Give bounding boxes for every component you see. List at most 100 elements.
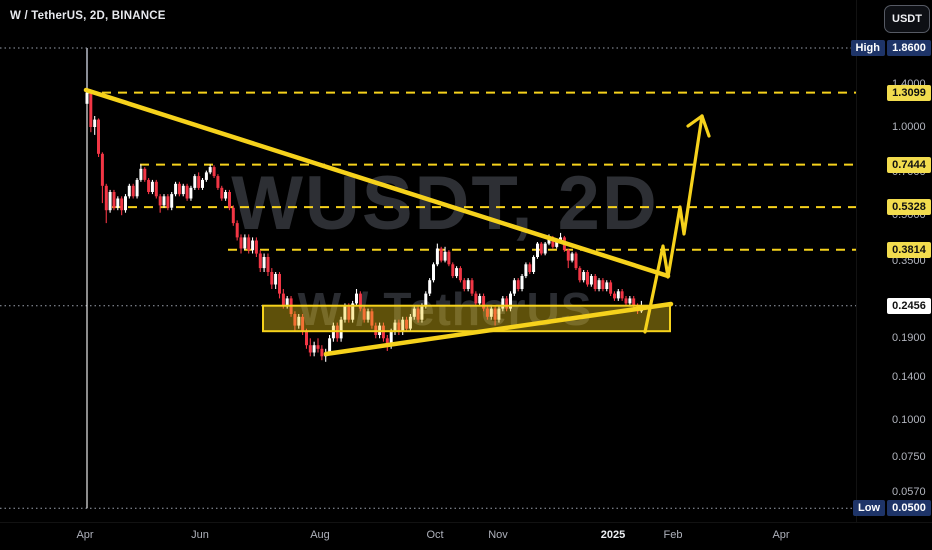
candle-body <box>108 192 112 211</box>
candle-body <box>308 345 312 353</box>
candle-body <box>428 280 432 294</box>
candle-body <box>285 298 289 306</box>
candle-body <box>528 264 532 272</box>
candle-body <box>601 280 605 289</box>
candle-body <box>301 316 305 332</box>
candle-body <box>516 280 520 289</box>
candle-body <box>116 198 120 208</box>
candle-body <box>597 280 601 289</box>
candle-body <box>605 282 609 289</box>
candle-body <box>520 276 524 289</box>
candle-body <box>320 348 324 357</box>
level-price-badge: 0.7444 <box>887 157 931 173</box>
candle-body <box>478 296 482 304</box>
candle-body <box>351 303 355 320</box>
candle-body <box>185 185 189 199</box>
candle-body <box>366 311 370 320</box>
candle-body <box>231 207 235 224</box>
candle-body <box>328 338 332 353</box>
candle-body <box>589 276 593 285</box>
candle-body <box>305 331 308 346</box>
candle-body <box>274 274 278 285</box>
candle-body <box>193 176 197 188</box>
candle-body <box>489 308 493 317</box>
candle-body <box>251 240 255 251</box>
candle-body <box>143 168 147 180</box>
candle-body <box>474 293 478 304</box>
candle-body <box>139 168 143 180</box>
candle-body <box>443 251 447 261</box>
symbol-title[interactable]: W / TetherUS, 2D, BINANCE <box>10 10 166 22</box>
y-axis-tick: 0.0570 <box>892 486 926 498</box>
candle-body <box>389 331 393 346</box>
candle-body <box>235 223 239 238</box>
x-axis-tick-oct: Oct <box>426 529 444 541</box>
candle-body <box>624 298 628 304</box>
currency-toggle-button[interactable]: USDT <box>884 5 930 33</box>
candle-body <box>628 298 632 304</box>
chart-canvas[interactable] <box>0 0 856 522</box>
y-axis-tick: 0.1400 <box>892 371 926 383</box>
candle-body <box>620 291 624 299</box>
candle-body <box>212 167 216 177</box>
candle-body <box>228 192 231 208</box>
candle-body <box>505 298 509 309</box>
candle-body <box>162 196 166 206</box>
x-axis-tick-nov: Nov <box>488 529 508 541</box>
candle-body <box>339 319 343 339</box>
candle-body <box>393 322 397 332</box>
candle-body <box>181 185 185 195</box>
low-badge-label: Low <box>853 500 885 516</box>
y-axis-tick: 0.0750 <box>892 451 926 463</box>
high-badge: High 1.8600 <box>850 40 931 56</box>
candle-body <box>555 240 559 247</box>
candle-body <box>170 194 174 208</box>
projection-arrow[interactable] <box>643 114 704 334</box>
candle-body <box>497 308 501 320</box>
candle-body <box>462 280 466 289</box>
candle-body <box>424 293 428 306</box>
candle-body <box>258 253 262 269</box>
candle-body <box>266 257 270 272</box>
candlestick-chart[interactable] <box>0 0 856 522</box>
candle-body <box>613 293 616 299</box>
candle-body <box>297 316 301 326</box>
candle-body <box>85 92 89 104</box>
candle-body <box>312 345 316 353</box>
time-axis[interactable]: Apr Jun Aug Oct Nov 2025 Feb Apr <box>0 522 932 550</box>
arrowhead-icon <box>700 114 711 138</box>
candle-body <box>254 240 258 254</box>
descending-trendline[interactable] <box>83 87 671 279</box>
candle-body <box>435 248 439 265</box>
high-badge-label: High <box>850 40 885 56</box>
support-zone-box[interactable] <box>262 304 671 333</box>
y-axis-tick: 0.1000 <box>892 414 926 426</box>
candle-body <box>147 179 151 192</box>
candle-body <box>177 183 181 195</box>
x-axis-tick-2025: 2025 <box>600 529 626 541</box>
candle-body <box>408 316 412 329</box>
candle-body <box>609 282 613 294</box>
candle-body <box>385 338 389 346</box>
candle-body <box>470 280 474 294</box>
high-badge-value: 1.8600 <box>887 40 931 56</box>
candle-body <box>347 306 351 320</box>
price-axis[interactable]: 1.40001.00000.70000.50000.35000.19000.14… <box>850 0 932 522</box>
candle-body <box>100 153 104 186</box>
candle-body <box>112 192 116 208</box>
last-price-badge: 0.2456 <box>887 298 931 314</box>
candle-body <box>405 319 409 329</box>
candle-body <box>93 119 97 127</box>
ascending-trendline[interactable] <box>323 301 674 357</box>
candle-body <box>455 268 459 277</box>
candle-body <box>154 181 158 197</box>
y-axis-tick: 0.3500 <box>892 255 926 267</box>
candle-body <box>270 272 274 285</box>
candle-body <box>216 176 220 188</box>
candle-body <box>208 167 212 173</box>
candle-body <box>543 243 547 254</box>
candle-body <box>578 268 582 281</box>
candle-body <box>239 237 243 249</box>
candle-body <box>632 298 636 306</box>
candle-body <box>616 291 620 299</box>
